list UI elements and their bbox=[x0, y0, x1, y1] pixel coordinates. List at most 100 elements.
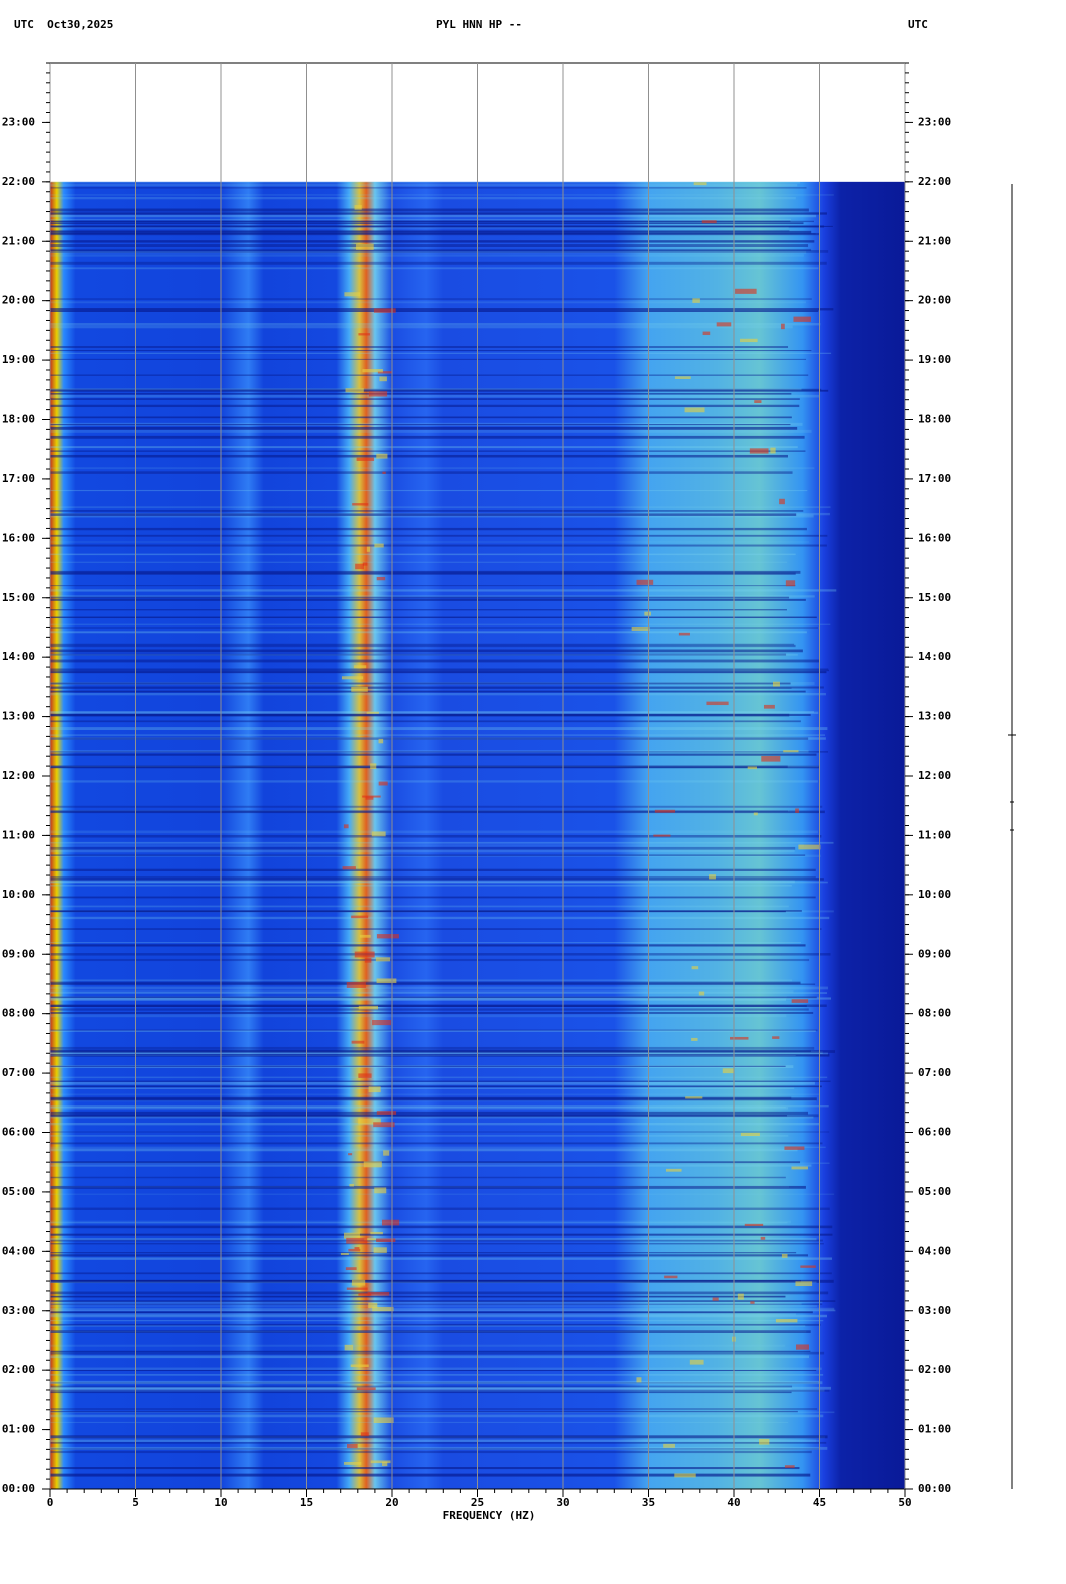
texture-streak bbox=[50, 1391, 792, 1394]
texture-spot bbox=[358, 1293, 372, 1296]
texture-streak bbox=[50, 1301, 823, 1304]
texture-streak bbox=[50, 1450, 812, 1454]
texture-spot bbox=[344, 1344, 354, 1351]
texture-streak bbox=[50, 1220, 791, 1224]
texture-streak bbox=[50, 885, 792, 887]
texture-streak bbox=[50, 435, 805, 439]
texture-streak bbox=[50, 841, 834, 844]
y-tick-label: 07:00 bbox=[2, 1066, 35, 1079]
texture-streak bbox=[50, 1381, 823, 1385]
texture-streak bbox=[50, 1344, 786, 1347]
y-tick-label: 15:00 bbox=[2, 591, 35, 604]
texture-spot bbox=[376, 978, 397, 984]
y-tick-label-right: 19:00 bbox=[918, 353, 951, 366]
texture-streak bbox=[50, 944, 806, 947]
texture-spot bbox=[343, 1232, 360, 1239]
texture-spot bbox=[684, 407, 705, 413]
texture-streak bbox=[50, 374, 809, 376]
texture-spot bbox=[347, 1443, 358, 1449]
y-tick-label: 18:00 bbox=[2, 413, 35, 426]
texture-streak bbox=[50, 1093, 820, 1095]
texture-streak bbox=[50, 1313, 796, 1316]
texture-spot bbox=[795, 1281, 813, 1287]
texture-streak bbox=[50, 248, 812, 251]
texture-spot bbox=[693, 182, 707, 186]
texture-spot bbox=[354, 665, 367, 669]
texture-spot bbox=[364, 1238, 376, 1241]
texture-streak bbox=[50, 233, 816, 235]
texture-spot bbox=[784, 1146, 805, 1150]
texture-spot bbox=[350, 1364, 369, 1368]
y-tick-label-right: 03:00 bbox=[918, 1304, 951, 1317]
texture-streak bbox=[50, 1014, 787, 1018]
texture-streak bbox=[50, 544, 827, 547]
texture-streak bbox=[50, 878, 824, 881]
texture-streak bbox=[50, 1307, 835, 1311]
texture-streak bbox=[50, 905, 789, 908]
texture-spot bbox=[373, 1417, 394, 1423]
texture-streak bbox=[50, 392, 792, 395]
x-tick-label: 20 bbox=[385, 1496, 398, 1509]
texture-streak bbox=[50, 686, 824, 689]
y-tick-label-right: 04:00 bbox=[918, 1244, 951, 1257]
texture-streak bbox=[50, 510, 804, 512]
y-tick-label-right: 10:00 bbox=[918, 888, 951, 901]
texture-spot bbox=[346, 1237, 368, 1244]
texture-streak bbox=[50, 230, 812, 234]
texture-spot bbox=[779, 498, 785, 505]
y-tick-label-right: 23:00 bbox=[918, 115, 951, 128]
x-tick-label: 10 bbox=[214, 1496, 227, 1509]
texture-streak bbox=[50, 187, 807, 189]
texture-spot bbox=[378, 738, 384, 744]
texture-streak bbox=[50, 570, 801, 574]
x-tick-label: 0 bbox=[47, 1496, 54, 1509]
texture-spot bbox=[798, 844, 821, 850]
texture-streak bbox=[50, 1303, 823, 1305]
texture-spot bbox=[784, 1465, 795, 1468]
texture-spot bbox=[740, 338, 758, 343]
texture-streak bbox=[50, 986, 829, 990]
texture-streak bbox=[50, 1055, 796, 1057]
texture-spot bbox=[678, 632, 690, 636]
texture-streak bbox=[50, 997, 832, 1000]
texture-streak bbox=[50, 780, 818, 783]
texture-spot bbox=[685, 1096, 703, 1099]
texture-streak bbox=[50, 1302, 802, 1305]
texture-spot bbox=[689, 1359, 704, 1365]
y-tick-label-right: 18:00 bbox=[918, 413, 951, 426]
texture-spot bbox=[345, 388, 364, 393]
texture-streak bbox=[50, 979, 793, 982]
texture-spot bbox=[370, 763, 377, 769]
texture-streak bbox=[50, 1314, 828, 1318]
texture-spot bbox=[342, 866, 356, 870]
texture-spot bbox=[351, 1279, 366, 1286]
y-tick-label-right: 14:00 bbox=[918, 650, 951, 663]
texture-streak bbox=[50, 1467, 800, 1470]
texture-streak bbox=[50, 711, 814, 713]
texture-spot bbox=[359, 934, 371, 938]
texture-spot bbox=[636, 579, 654, 585]
texture-streak bbox=[50, 659, 820, 663]
texture-streak bbox=[50, 553, 796, 556]
y-tick-label: 12:00 bbox=[2, 769, 35, 782]
y-tick-label: 21:00 bbox=[2, 234, 35, 247]
texture-streak bbox=[50, 1386, 831, 1390]
texture-streak bbox=[50, 953, 831, 956]
texture-streak bbox=[50, 424, 791, 426]
x-axis-label: FREQUENCY (HZ) bbox=[443, 1509, 536, 1522]
texture-streak bbox=[50, 220, 791, 222]
texture-spot bbox=[706, 701, 729, 706]
texture-streak bbox=[50, 1053, 830, 1057]
texture-streak bbox=[50, 881, 828, 884]
texture-streak bbox=[50, 737, 809, 740]
texture-streak bbox=[50, 830, 819, 834]
texture-spot bbox=[358, 333, 370, 336]
texture-spot bbox=[761, 756, 781, 762]
texture-streak bbox=[50, 1380, 820, 1384]
texture-spot bbox=[744, 1223, 764, 1226]
y-tick-label: 14:00 bbox=[2, 650, 35, 663]
texture-streak bbox=[50, 844, 804, 847]
texture-streak bbox=[50, 1162, 830, 1164]
texture-streak bbox=[50, 1005, 807, 1007]
texture-spot bbox=[376, 1238, 396, 1243]
